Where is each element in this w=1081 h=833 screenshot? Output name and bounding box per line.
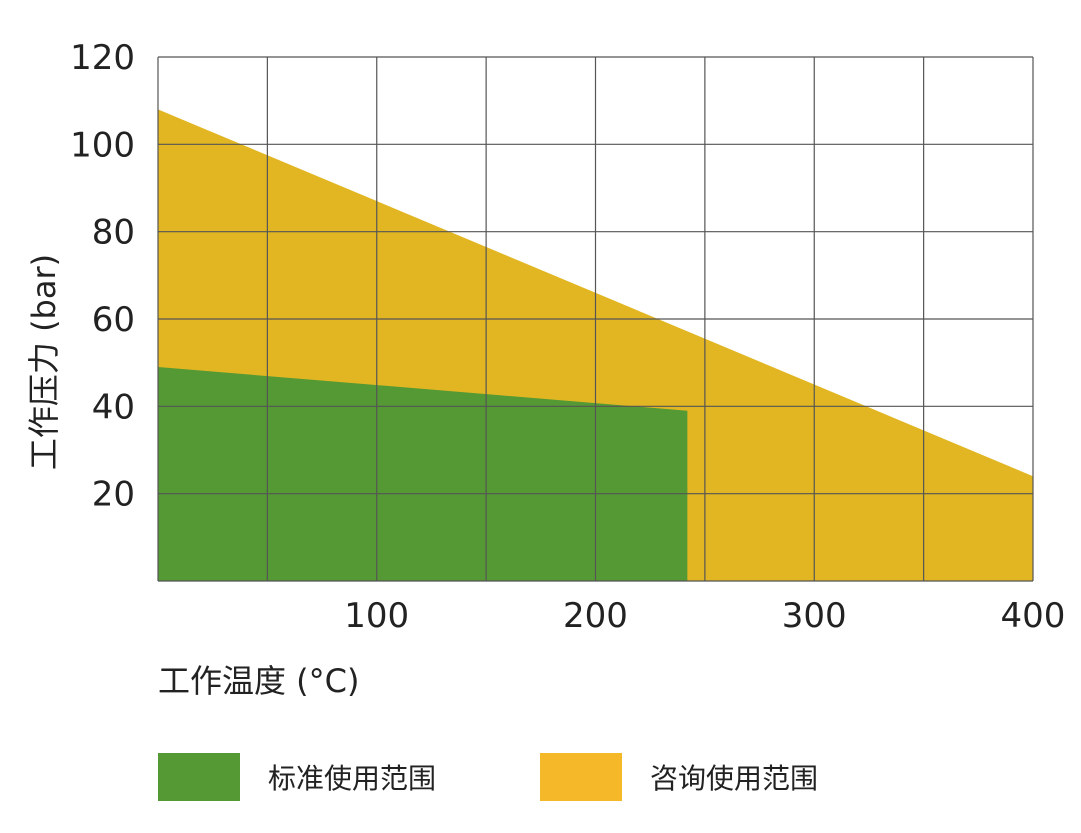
legend-item-consult: 咨询使用范围 (540, 752, 818, 802)
y-tick-label: 40 (92, 387, 135, 427)
legend-label-consult: 咨询使用范围 (650, 762, 819, 795)
y-tick-label: 60 (92, 300, 135, 340)
legend-swatch-standard (158, 753, 240, 801)
x-axis-label: 工作温度 (°C) (158, 662, 360, 700)
y-tick-label: 20 (92, 475, 135, 515)
legend-label-standard: 标准使用范围 (268, 762, 437, 795)
grid-lines (157, 56, 1034, 582)
y-tick-label: 120 (70, 38, 135, 78)
legend-item-standard: 标准使用范围 (158, 752, 436, 802)
x-tick-label: 400 (1001, 596, 1066, 636)
x-tick-label: 300 (782, 596, 847, 636)
y-axis-label: 工作压力 (bar) (25, 254, 63, 470)
x-tick-label: 100 (344, 596, 409, 636)
legend-swatch-consult (540, 753, 622, 801)
x-tick-label: 200 (563, 596, 628, 636)
y-tick-labels: 20 40 60 80 100 120 (70, 38, 135, 515)
y-tick-label: 80 (92, 213, 135, 253)
area-series-1 (158, 367, 688, 581)
x-tick-labels: 100 200 300 400 (344, 596, 1065, 636)
y-tick-label: 100 (70, 125, 135, 165)
